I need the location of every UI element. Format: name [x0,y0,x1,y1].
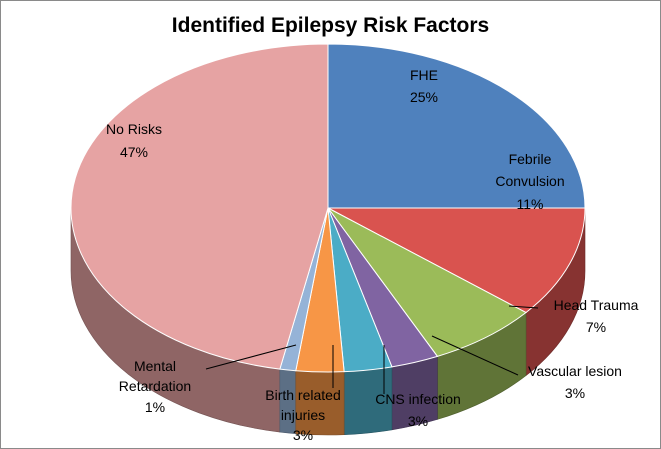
slice-label-vascular-lesion: Vascular lesion [528,363,622,379]
leader-lines [205,305,539,394]
slice-no-risks [70,43,329,370]
slice-febrile-convulsion [327,207,586,314]
slice-label-birth-related-injuries: Birth related [265,387,340,403]
slice-label-febrile-convulsion: Febrile [509,151,552,167]
slice-fhe [327,43,586,209]
slice-label-head-trauma: Head Trauma [554,297,639,313]
value-label-febrile-convulsion: 11% [517,196,544,212]
slice-label-mental-retardation: Retardation [119,378,191,394]
value-label-fhe: 25% [410,89,438,105]
value-label-birth-related-injuries: 3% [293,427,313,443]
slice-label-no-risks: No Risks [106,121,162,137]
value-label-cns-infection: 3% [408,413,428,429]
slice-label-febrile-convulsion: Convulsion [495,173,564,189]
slice-label-mental-retardation: Mental [134,358,176,374]
pie-tops [70,43,586,373]
value-label-mental-retardation: 1% [145,399,165,415]
value-label-vascular-lesion: 3% [565,385,585,401]
slice-label-fhe: FHE [410,67,438,83]
slice-labels: FHE 25% Febrile Convulsion 11% Head Trauma 7% V… [106,67,639,443]
value-label-no-risks: 47% [120,144,148,160]
leader-vascular-lesion [431,335,519,376]
chart-title: Identified Epilepsy Risk Factors [171,14,490,37]
leader-mental-retardation [205,344,297,370]
leader-head-trauma [508,305,539,309]
value-label-head-trauma: 7% [586,319,606,335]
slice-label-cns-infection: CNS infection [375,391,461,407]
slice-label-birth-related-injuries: injuries [281,407,325,423]
pie-sides [70,207,586,436]
slice-head-trauma [327,207,527,357]
